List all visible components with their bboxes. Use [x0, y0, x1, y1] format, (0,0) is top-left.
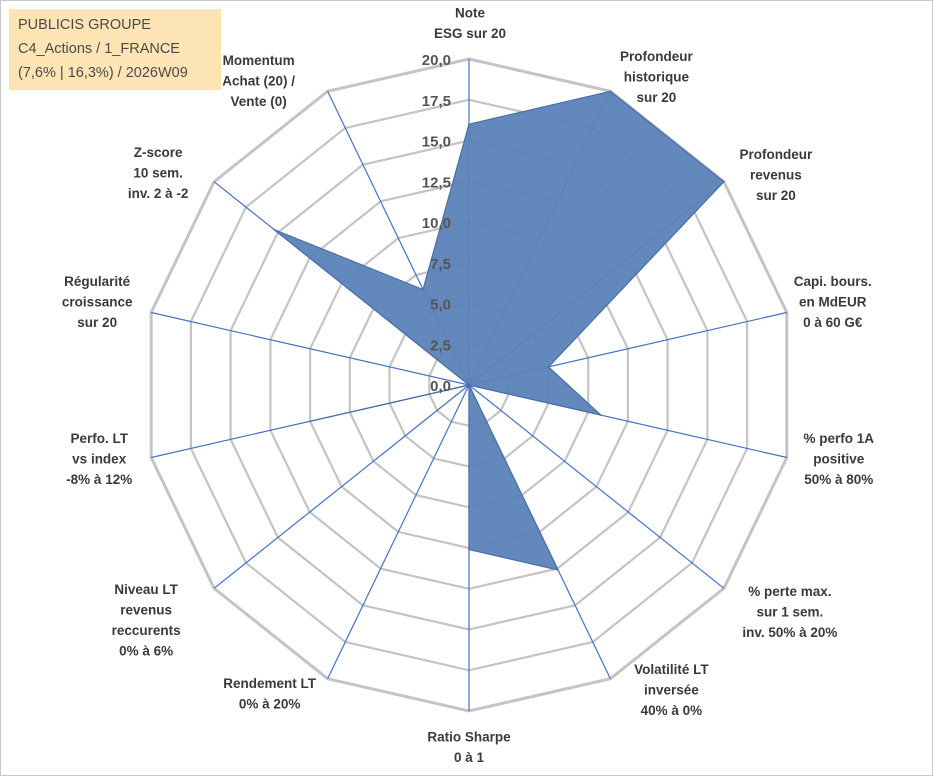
axis-label-line: positive	[813, 452, 865, 467]
axis-label: Note ESG sur 20	[434, 6, 506, 42]
axis-label-line: Capi. bours.	[794, 274, 872, 289]
axis-label: Ratio Sharpe 0 à 1	[427, 730, 511, 766]
tick-label: 12,5	[422, 174, 451, 191]
axis-label-line: 0 à 1	[454, 750, 485, 765]
radar-tick-labels: 0,0 2,5 5,0 7,5 10,0 12,5 15,0 17,5 20,0	[422, 52, 451, 395]
axis-label-line: croissance	[62, 295, 133, 310]
axis-label-line: vs index	[72, 452, 127, 467]
axis-label-line: sur 1 sem.	[757, 604, 824, 619]
tick-label: 20,0	[422, 52, 451, 69]
axis-label: Momentum Achat (20) / Vente (0)	[222, 53, 295, 109]
data-point	[468, 548, 470, 551]
data-point	[557, 569, 559, 571]
info-box: PUBLICIS GROUPE C4_Actions / 1_FRANCE (7…	[9, 9, 221, 90]
axis-label-line: sur 20	[756, 188, 796, 203]
data-point	[468, 384, 470, 386]
axis-label-line: en MdEUR	[799, 295, 867, 310]
axis-label-line: 40% à 0%	[641, 703, 703, 718]
company-name: PUBLICIS GROUPE	[18, 17, 151, 33]
tick-label: 5,0	[430, 297, 451, 314]
axis-label-line: % perfo 1A	[804, 431, 875, 446]
data-point	[422, 288, 424, 291]
axis-label-line: Profondeur	[620, 49, 693, 64]
data-point	[468, 123, 470, 125]
data-point	[547, 366, 550, 368]
axis-label-line: 0% à 6%	[119, 643, 173, 658]
axis-spoke	[327, 384, 470, 679]
axis-label: Profondeur historique sur 20	[620, 49, 693, 105]
axis-spoke	[468, 384, 725, 589]
axis-label-line: 0 à 60 G€	[803, 315, 863, 330]
axis-label-line: revenus	[120, 602, 172, 617]
axis-label: Volatilité LT inversée 40% à 0%	[634, 662, 709, 718]
axis-label-line: Z-score	[134, 145, 183, 160]
axis-label-line: Ratio Sharpe	[427, 730, 511, 745]
axis-label: Régularité croissance sur 20	[62, 274, 133, 330]
data-point	[723, 180, 725, 183]
axis-label-line: inv. 2 à -2	[128, 186, 189, 201]
data-point	[273, 228, 275, 231]
axis-label: Z-score 10 sem. inv. 2 à -2	[128, 145, 189, 201]
axis-label-line: inv. 50% à 20%	[742, 625, 837, 640]
axis-label: Rendement LT 0% à 20%	[223, 676, 317, 712]
axis-label-line: Achat (20) /	[222, 73, 295, 88]
axis-label-line: Niveau LT	[114, 582, 178, 597]
radar-series	[273, 90, 725, 571]
axis-label-line: Régularité	[64, 274, 131, 289]
axis-label-line: revenus	[750, 168, 802, 183]
portfolio-label: C4_Actions / 1_FRANCE	[18, 41, 180, 57]
tick-label: 2,5	[430, 337, 451, 354]
tick-label: 17,5	[422, 93, 451, 110]
axis-label-line: Volatilité LT	[634, 662, 709, 677]
axis-label-line: 50% à 80%	[804, 472, 873, 487]
tick-label: 0,0	[430, 378, 451, 395]
axis-label-line: sur 20	[637, 90, 677, 105]
axis-label-line: Rendement LT	[223, 676, 317, 691]
axis-label-line: Vente (0)	[230, 94, 286, 109]
axis-label-line: sur 20	[77, 315, 117, 330]
tick-label: 7,5	[430, 256, 451, 273]
data-point	[609, 90, 612, 93]
axis-label-line: ESG sur 20	[434, 26, 506, 41]
axis-label-line: reccurents	[112, 623, 181, 638]
data-area	[273, 90, 725, 571]
axis-label-line: 0% à 20%	[239, 697, 301, 712]
axis-label-line: Momentum	[223, 53, 295, 68]
radar-axis-labels: Note ESG sur 20 Profondeur historique sur 20…	[62, 6, 874, 766]
axis-spoke	[213, 384, 470, 589]
axis-label-line: 10 sem.	[133, 166, 183, 181]
axis-label-line: -8% à 12%	[66, 472, 132, 487]
data-point	[600, 414, 602, 416]
tick-label: 10,0	[422, 215, 451, 232]
axis-label: % perte max. sur 1 sem. inv. 50% à 20%	[742, 584, 837, 640]
period-label: (7,6% | 16,3%) / 2026W09	[18, 65, 188, 81]
axis-label-line: Profondeur	[740, 147, 813, 162]
axis-spoke	[151, 311, 470, 386]
axis-label-line: inversée	[644, 683, 699, 698]
axis-label: Capi. bours. en MdEUR 0 à 60 G€	[794, 274, 872, 330]
axis-label: Perfo. LT vs index -8% à 12%	[66, 431, 132, 487]
axis-label-line: Perfo. LT	[70, 431, 128, 446]
data-point	[309, 420, 311, 423]
axis-label: Niveau LT revenus reccurents 0% à 6%	[112, 582, 181, 659]
tick-label: 15,0	[422, 134, 451, 151]
axis-label-line: % perte max.	[748, 584, 831, 599]
axis-label-line: historique	[624, 69, 690, 84]
axis-label: % perfo 1A positive 50% à 80%	[804, 431, 875, 487]
axis-label: Profondeur revenus sur 20	[740, 147, 813, 203]
axis-label-line: Note	[455, 6, 485, 21]
